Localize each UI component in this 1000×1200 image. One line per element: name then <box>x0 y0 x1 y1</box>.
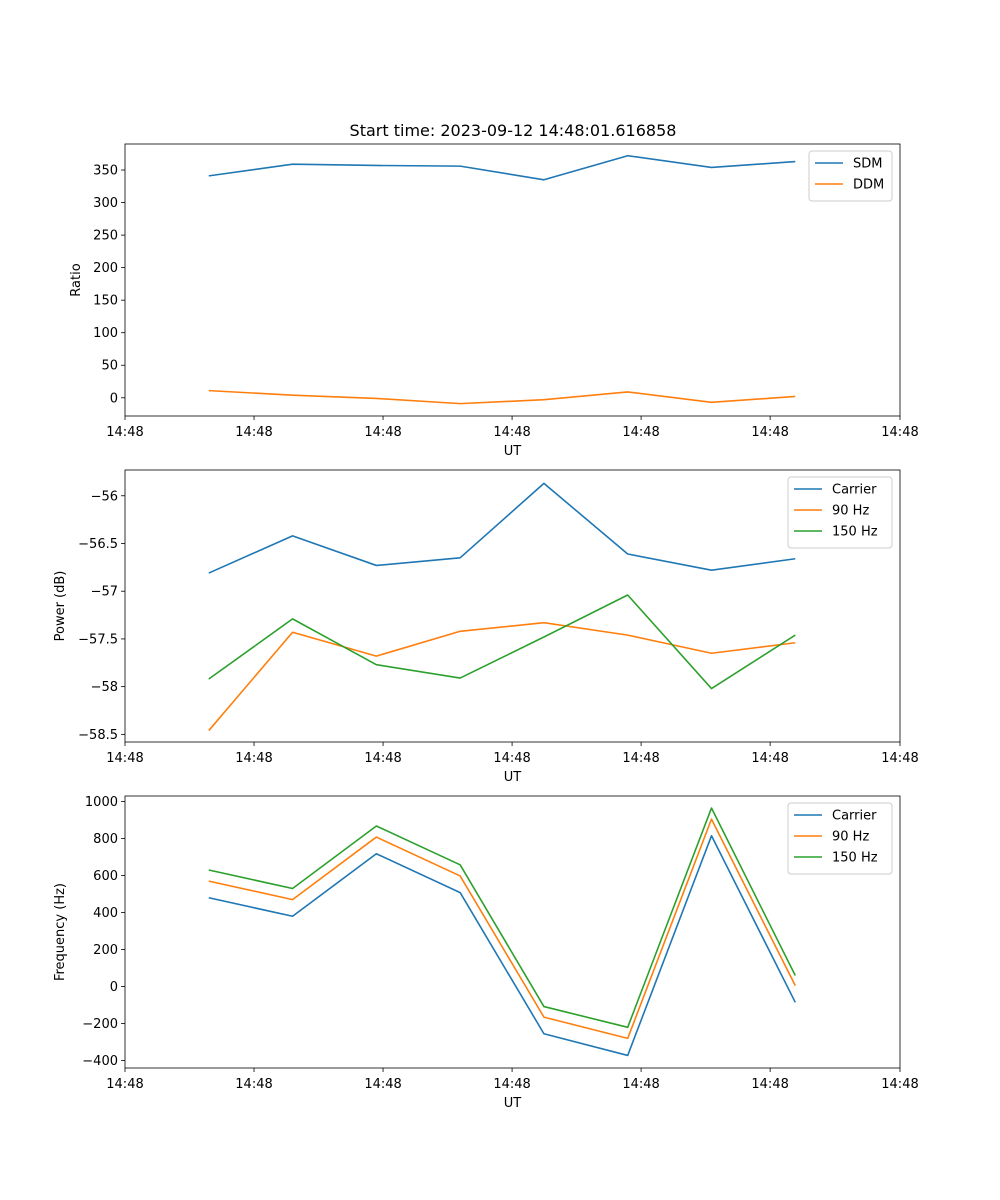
frequency-legend: Carrier 90 Hz 150 Hz <box>787 802 893 875</box>
frequency-x-axis-label: UT <box>504 1096 522 1111</box>
frequency-series-150-hz-line <box>208 807 796 1029</box>
power-legend-label-90-hz: 90 Hz <box>832 504 869 519</box>
frequency-y-tick-label: −200 <box>82 1017 118 1032</box>
frequency-y-tick-label: 400 <box>93 906 118 921</box>
ratio-axes-frame <box>124 143 901 417</box>
frequency-y-tick-label: 0 <box>110 980 118 995</box>
ratio-x-tick-label: 14:48 <box>881 425 918 440</box>
power-x-tick-label: 14:48 <box>493 751 530 766</box>
frequency-x-tick-label: 14:48 <box>881 1077 918 1092</box>
power-x-tick-label: 14:48 <box>622 751 659 766</box>
power-x-tick-label: 14:48 <box>364 751 401 766</box>
power-legend-label-150-hz: 150 Hz <box>832 525 878 540</box>
power-axes-frame <box>124 469 901 743</box>
frequency-legend-label-carrier: Carrier <box>832 809 877 824</box>
ratio-x-axis-label: UT <box>504 444 522 459</box>
frequency-series-carrier-line <box>208 834 796 1057</box>
frequency-series-90-hz-line <box>208 818 796 1040</box>
ratio-x-tick-label: 14:48 <box>235 425 272 440</box>
ratio-y-tick-label: 200 <box>93 261 118 276</box>
frequency-y-tick-label: −400 <box>82 1054 118 1069</box>
power-x-axis-label: UT <box>504 770 522 785</box>
power-series-90-hz-line <box>208 621 796 732</box>
ratio-y-tick-label: 350 <box>93 164 118 179</box>
power-y-tick-label: −56 <box>91 489 118 504</box>
frequency-y-tick-label: 200 <box>93 943 118 958</box>
power-series-carrier-line <box>208 482 796 574</box>
frequency-y-tick-label: 800 <box>93 832 118 847</box>
ratio-x-tick-label: 14:48 <box>751 425 788 440</box>
frequency-x-tick-label: 14:48 <box>622 1077 659 1092</box>
power-y-tick-label: −56.5 <box>78 537 118 552</box>
ratio-x-tick-label: 14:48 <box>622 425 659 440</box>
power-x-tick-label: 14:48 <box>751 751 788 766</box>
power-y-tick-label: −58.5 <box>78 728 118 743</box>
frequency-panel: −400 −200 0 200 400 600 800 1000 14:48 14:48 14:48… <box>53 795 919 1111</box>
ratio-series-ddm-line <box>208 389 796 405</box>
frequency-legend-label-150-hz: 150 Hz <box>832 851 878 866</box>
chart-title: Start time: 2023-09-12 14:48:01.616858 <box>350 121 677 140</box>
frequency-x-tick-label: 14:48 <box>106 1077 143 1092</box>
ratio-y-tick-label: 0 <box>110 391 118 406</box>
power-y-axis-label: Power (dB) <box>53 571 68 642</box>
power-series-150-hz-line <box>208 594 796 690</box>
frequency-y-axis-label: Frequency (Hz) <box>53 883 68 981</box>
ratio-y-tick-label: 300 <box>93 196 118 211</box>
ratio-y-tick-label: 100 <box>93 326 118 341</box>
power-x-tick-label: 14:48 <box>881 751 918 766</box>
ratio-y-tick-label: 250 <box>93 229 118 244</box>
power-legend-label-carrier: Carrier <box>832 483 877 498</box>
ratio-y-tick-label: 150 <box>93 294 118 309</box>
frequency-x-tick-label: 14:48 <box>235 1077 272 1092</box>
ratio-x-tick-label: 14:48 <box>364 425 401 440</box>
power-x-tick-label: 14:48 <box>106 751 143 766</box>
power-y-tick-label: −57 <box>91 585 118 600</box>
frequency-y-tick-label: 600 <box>93 869 118 884</box>
power-panel: −58.5 −58 −57.5 −57 −56.5 −56 14:48 14:48 14:48 1… <box>53 469 919 785</box>
power-y-tick-label: −57.5 <box>78 632 118 647</box>
frequency-x-tick-label: 14:48 <box>364 1077 401 1092</box>
ratio-y-tick-label: 50 <box>101 359 118 374</box>
frequency-x-tick-label: 14:48 <box>751 1077 788 1092</box>
ratio-panel: 0 50 100 150 200 250 300 350 14:48 14:48 14:48 14:4… <box>69 143 919 459</box>
power-x-tick-label: 14:48 <box>235 751 272 766</box>
frequency-x-tick-label: 14:48 <box>493 1077 530 1092</box>
ratio-legend: SDM DDM <box>808 150 893 202</box>
power-y-tick-label: −58 <box>91 680 118 695</box>
ratio-series-sdm-line <box>208 154 796 181</box>
ratio-x-tick-label: 14:48 <box>493 425 530 440</box>
ratio-y-axis-label: Ratio <box>69 263 84 296</box>
ratio-legend-label-sdm: SDM <box>853 157 882 172</box>
ratio-legend-label-ddm: DDM <box>853 178 884 193</box>
frequency-axes-frame <box>124 795 901 1069</box>
ratio-x-tick-label: 14:48 <box>106 425 143 440</box>
frequency-legend-label-90-hz: 90 Hz <box>832 830 869 845</box>
power-legend: Carrier 90 Hz 150 Hz <box>787 476 893 549</box>
frequency-y-tick-label: 1000 <box>85 795 118 810</box>
